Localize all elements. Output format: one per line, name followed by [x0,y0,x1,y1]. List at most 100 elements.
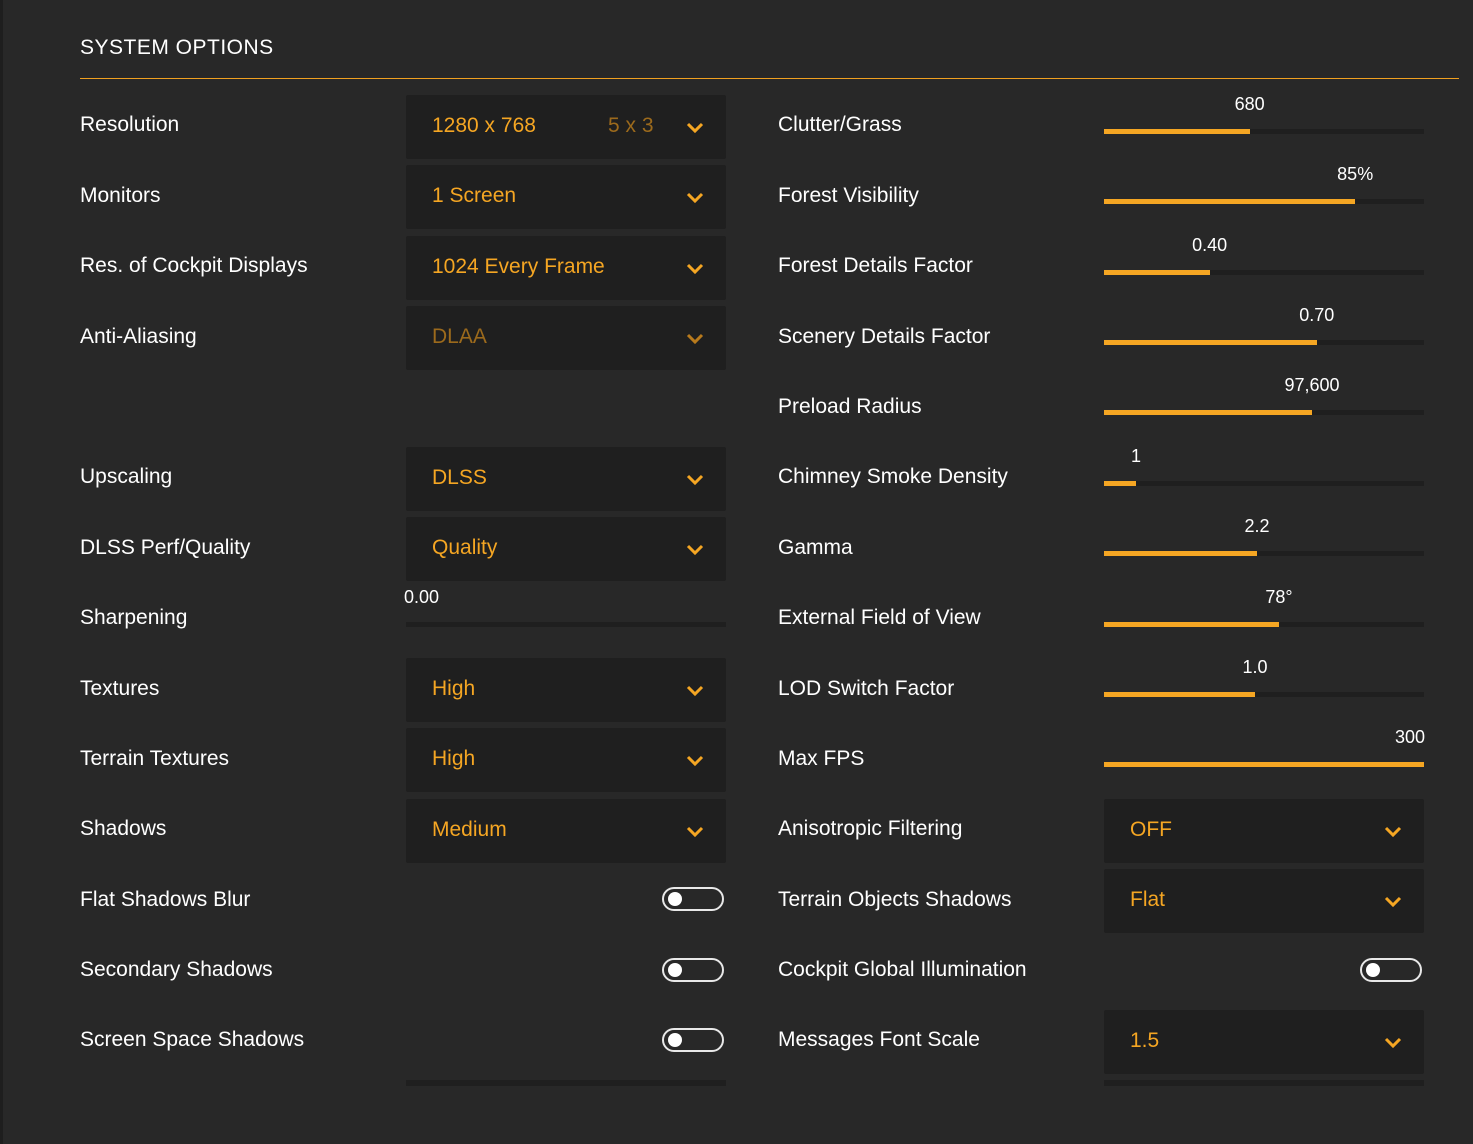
gamma-slider[interactable]: 2.2 [1104,516,1424,556]
dlss-quality-label: DLSS Perf/Quality [80,536,251,559]
upscaling-value: DLSS [432,466,487,489]
upscaling-label: Upscaling [80,465,173,488]
anti-aliasing-label: Anti-Aliasing [80,325,197,348]
gamma-value: 2.2 [1244,516,1270,536]
dlss-quality-dropdown[interactable]: Quality [406,517,726,581]
sharpening-slider[interactable]: 0.00 [404,587,726,627]
scenery-details-value: 0.70 [1299,305,1335,325]
scenery-details-label: Scenery Details Factor [778,325,991,348]
chevron-down-icon [684,187,706,209]
forest-details-label: Forest Details Factor [778,254,973,277]
textures-dropdown[interactable]: High [406,658,726,722]
messages-font-scale-label: Messages Font Scale [778,1028,980,1051]
forest-details-value: 0.40 [1192,235,1228,255]
partial-control-right [1104,1080,1424,1086]
anti-aliasing-value: DLAA [432,325,487,348]
lod-switch-value: 1.0 [1242,657,1268,677]
chevron-down-icon [684,750,706,772]
preload-radius-value: 97,600 [1284,375,1340,395]
sharpening-value: 0.00 [404,587,440,607]
cockpit-gi-label: Cockpit Global Illumination [778,958,1027,981]
screen-space-shadows-toggle[interactable] [662,1028,724,1052]
clutter-grass-value: 680 [1234,94,1265,114]
chimney-smoke-slider[interactable]: 1 [1104,446,1424,486]
slider-fill [1104,762,1424,767]
lod-switch-slider[interactable]: 1.0 [1104,657,1424,697]
resolution-dropdown[interactable]: 1280 x 768 5 x 3 [406,95,726,159]
terrain-textures-dropdown[interactable]: High [406,728,726,792]
toggle-knob [668,963,682,977]
terrain-objects-shadows-value: Flat [1130,888,1166,911]
gamma-label: Gamma [778,536,853,559]
slider-track [1104,481,1424,486]
textures-label: Textures [80,677,160,700]
title-divider [80,78,1459,79]
shadows-dropdown[interactable]: Medium [406,799,726,863]
chevron-down-icon [684,469,706,491]
messages-font-scale-value: 1.5 [1130,1029,1160,1052]
secondary-shadows-toggle[interactable] [662,958,724,982]
upscaling-dropdown[interactable]: DLSS [406,447,726,511]
screen-space-shadows-label: Screen Space Shadows [80,1028,305,1051]
monitors-dropdown[interactable]: 1 Screen [406,165,726,229]
chimney-smoke-label: Chimney Smoke Density [778,465,1008,488]
max-fps-slider[interactable]: 300 [1104,727,1426,767]
partial-control-left [406,1080,726,1086]
secondary-shadows-label: Secondary Shadows [80,958,273,981]
anisotropic-label: Anisotropic Filtering [778,817,963,840]
forest-details-slider[interactable]: 0.40 [1104,235,1424,275]
slider-fill [1104,270,1210,275]
preload-radius-slider[interactable]: 97,600 [1104,375,1424,415]
slider-fill [1104,551,1257,556]
slider-track [1104,129,1424,134]
max-fps-label: Max FPS [778,747,865,770]
slider-fill [1104,340,1317,345]
slider-fill [1104,622,1280,627]
forest-visibility-value: 85% [1337,164,1374,184]
chevron-down-icon [684,821,706,843]
shadows-value: Medium [432,818,507,841]
forest-visibility-label: Forest Visibility [778,184,919,207]
textures-value: High [432,677,476,700]
chevron-down-icon [684,680,706,702]
slider-fill [1104,129,1250,134]
chevron-down-icon [1382,1032,1404,1054]
anti-aliasing-dropdown: DLAA [406,306,726,370]
monitors-label: Monitors [80,184,161,207]
chimney-smoke-value: 1 [1130,446,1142,466]
clutter-grass-slider[interactable]: 680 [1104,94,1424,134]
forest-visibility-slider[interactable]: 85% [1104,164,1424,204]
chevron-down-icon [1382,891,1404,913]
chevron-down-icon [684,117,706,139]
preload-radius-label: Preload Radius [778,395,922,418]
flat-shadows-blur-toggle[interactable] [662,887,724,911]
cockpit-displays-value: 1024 Every Frame [432,255,605,278]
resolution-value: 1280 x 768 [432,114,536,137]
chevron-down-icon [1382,821,1404,843]
slider-track [1104,551,1424,556]
scenery-details-slider[interactable]: 0.70 [1104,305,1424,345]
lod-switch-label: LOD Switch Factor [778,677,955,700]
resolution-label: Resolution [80,113,180,136]
slider-track [1104,692,1424,697]
cockpit-displays-label: Res. of Cockpit Displays [80,254,308,277]
anisotropic-dropdown[interactable]: OFF [1104,799,1424,863]
cockpit-gi-toggle[interactable] [1360,958,1422,982]
slider-fill [1104,199,1356,204]
chevron-down-icon [684,539,706,561]
max-fps-value: 300 [1394,727,1426,747]
slider-track [1104,270,1424,275]
flat-shadows-blur-label: Flat Shadows Blur [80,888,251,911]
left-edge [0,0,3,1144]
chevron-down-icon [684,328,706,350]
slider-fill [1104,692,1256,697]
terrain-objects-shadows-dropdown[interactable]: Flat [1104,869,1424,933]
external-fov-slider[interactable]: 78° [1104,587,1424,627]
terrain-objects-shadows-label: Terrain Objects Shadows [778,888,1012,911]
cockpit-displays-dropdown[interactable]: 1024 Every Frame [406,236,726,300]
monitors-value: 1 Screen [432,184,517,207]
clutter-grass-label: Clutter/Grass [778,113,902,136]
sharpening-label: Sharpening [80,606,188,629]
messages-font-scale-dropdown[interactable]: 1.5 [1104,1010,1424,1074]
dlss-quality-value: Quality [432,536,498,559]
